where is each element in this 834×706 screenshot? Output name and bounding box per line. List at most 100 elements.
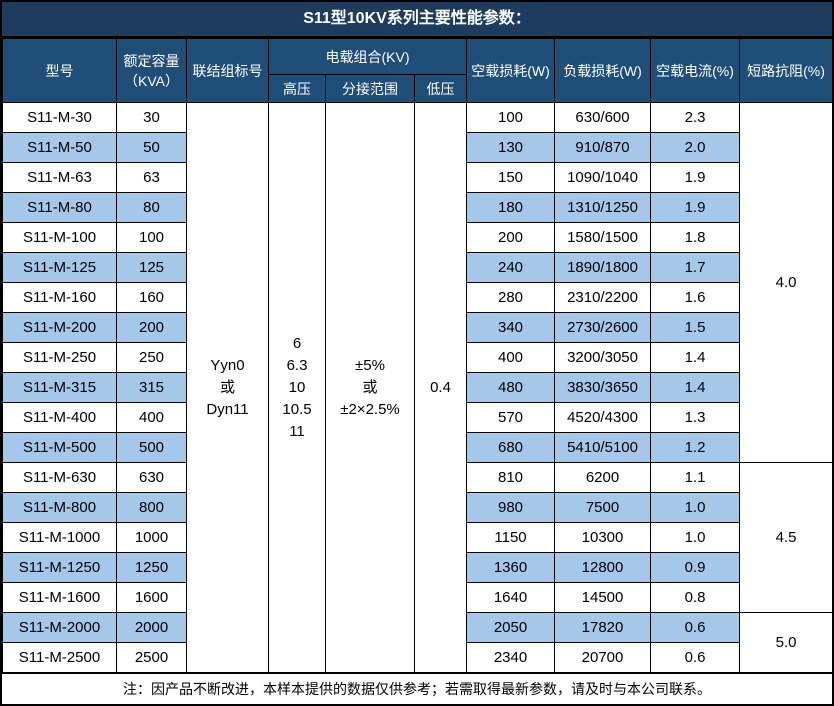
cell-capacity: 1000: [116, 522, 187, 553]
cell-capacity: 630: [116, 462, 187, 493]
cell-high-voltage: 6 6.3 10 10.5 11: [268, 102, 326, 673]
cell-no-load-loss: 480: [466, 372, 556, 403]
cell-no-load-loss: 1640: [466, 582, 556, 613]
cell-load-loss: 14500: [554, 582, 652, 613]
header-load-loss: 负载损耗(W): [554, 38, 652, 103]
cell-load-loss: 1580/1500: [554, 222, 652, 253]
cell-load-loss: 6200: [554, 462, 652, 493]
cell-model: S11-M-125: [2, 252, 117, 283]
cell-capacity: 125: [116, 252, 187, 283]
cell-capacity: 63: [116, 162, 187, 193]
header-connection: 联结组标号: [186, 38, 269, 103]
table-row: S11-M-1000 1000 1150 10300 1.0: [2, 522, 833, 553]
table-row: S11-M-63 63 150 1090/1040 1.9: [2, 162, 833, 193]
cell-no-load-loss: 1150: [466, 522, 556, 553]
cell-impedance: 5.0: [739, 612, 832, 673]
cell-model: S11-M-630: [2, 462, 117, 493]
header-no-load-current: 空载电流(%): [650, 38, 741, 103]
cell-model: S11-M-1250: [2, 552, 117, 583]
cell-capacity: 315: [116, 372, 187, 403]
table-row: S11-M-125 125 240 1890/1800 1.7: [2, 252, 833, 283]
cell-capacity: 2000: [116, 612, 187, 643]
header-capacity: 额定容量 （KVA）: [116, 38, 187, 103]
cell-connection: Yyn0 或 Dyn11: [186, 102, 269, 673]
cell-no-load-current: 1.0: [650, 522, 741, 553]
table-row: S11-M-1250 1250 1360 12800 0.9: [2, 552, 833, 583]
cell-low-voltage: 0.4: [413, 102, 468, 673]
header-model: 型号: [2, 38, 117, 103]
table-row: S11-M-30 30 Yyn0 或 Dyn11 6 6.3 10 10.5 11 ±5% 或 ±2×2…: [2, 102, 832, 673]
cell-load-loss: 2310/2200: [554, 282, 652, 313]
cell-no-load-current: 0.8: [650, 582, 741, 613]
cell-load-loss: 3830/3650: [554, 372, 652, 403]
cell-model: S11-M-500: [2, 432, 117, 463]
cell-no-load-loss: 680: [466, 432, 556, 463]
table-row: S11-M-630 630 810 6200 1.1 4.5: [2, 462, 832, 613]
cell-load-loss: 12800: [554, 552, 652, 583]
table-row: S11-M-2500 2500 2340 20700 0.6: [2, 642, 833, 673]
cell-model: S11-M-100: [2, 222, 117, 253]
cell-no-load-current: 1.0: [650, 492, 741, 523]
header-voltage-group: 电载组合(KV): [267, 38, 468, 75]
cell-no-load-current: 0.6: [650, 612, 741, 643]
cell-no-load-current: 1.4: [650, 372, 741, 403]
table-body: S11-M-30 30 Yyn0 或 Dyn11 6 6.3 10 10.5 11 ±5% 或 ±2×2…: [2, 102, 833, 673]
cell-capacity: 250: [116, 342, 187, 373]
cell-model: S11-M-400: [2, 402, 117, 433]
header-impedance: 短路抗阻(%): [739, 38, 832, 103]
cell-capacity: 1250: [116, 552, 187, 583]
table-row: S11-M-100 100 200 1580/1500 1.8: [2, 222, 833, 253]
cell-no-load-current: 1.2: [650, 432, 741, 463]
cell-model: S11-M-63: [2, 162, 117, 193]
cell-capacity: 1600: [116, 582, 187, 613]
header-low-voltage: 低压: [413, 74, 468, 103]
cell-tap-range: ±5% 或 ±2×2.5%: [325, 102, 415, 673]
cell-load-loss: 4520/4300: [554, 402, 652, 433]
cell-no-load-current: 0.9: [650, 552, 741, 583]
cell-no-load-current: 1.6: [650, 282, 741, 313]
cell-capacity: 200: [116, 312, 187, 343]
cell-no-load-loss: 130: [466, 132, 556, 163]
cell-model: S11-M-250: [2, 342, 117, 373]
table-row: S11-M-500 500 680 5410/5100 1.2: [2, 432, 833, 463]
cell-no-load-loss: 240: [466, 252, 556, 283]
cell-no-load-current: 1.1: [650, 462, 741, 493]
header-capacity-line2: （KVA）: [124, 72, 179, 89]
cell-no-load-current: 1.7: [650, 252, 741, 283]
cell-load-loss: 5410/5100: [554, 432, 652, 463]
cell-load-loss: 630/600: [554, 102, 652, 133]
cell-capacity: 400: [116, 402, 187, 433]
cell-capacity: 100: [116, 222, 187, 253]
cell-load-loss: 1310/1250: [554, 192, 652, 223]
page-title: S11型10KV系列主要性能参数：: [2, 2, 832, 38]
table-row: S11-M-250 250 400 3200/3050 1.4: [2, 342, 833, 373]
cell-capacity: 800: [116, 492, 187, 523]
cell-model: S11-M-1600: [2, 582, 117, 613]
footer-note: 注：因产品不断改进，本样本提供的数据仅供参考；若需取得最新参数，请及时与本公司联…: [2, 673, 832, 704]
cell-impedance: 4.0: [739, 102, 832, 463]
cell-model: S11-M-160: [2, 282, 117, 313]
header-tap-range: 分接范围: [325, 74, 415, 103]
header-high-voltage: 高压: [268, 74, 326, 103]
cell-no-load-current: 1.9: [650, 162, 741, 193]
table-row: S11-M-800 800 980 7500 1.0: [2, 492, 833, 523]
cell-capacity: 30: [116, 102, 187, 133]
header-no-load-loss: 空载损耗(W): [466, 38, 556, 103]
cell-model: S11-M-200: [2, 312, 117, 343]
cell-no-load-loss: 1360: [466, 552, 556, 583]
cell-load-loss: 17820: [554, 612, 652, 643]
cell-model: S11-M-1000: [2, 522, 117, 553]
cell-no-load-loss: 980: [466, 492, 556, 523]
cell-no-load-current: 2.0: [650, 132, 741, 163]
cell-no-load-loss: 810: [466, 462, 556, 493]
cell-load-loss: 10300: [554, 522, 652, 553]
cell-model: S11-M-50: [2, 132, 117, 163]
cell-no-load-current: 2.3: [650, 102, 741, 133]
cell-model: S11-M-2000: [2, 612, 117, 643]
cell-no-load-loss: 200: [466, 222, 556, 253]
cell-no-load-loss: 340: [466, 312, 556, 343]
cell-no-load-loss: 2050: [466, 612, 556, 643]
table-row: S11-M-1600 1600 1640 14500 0.8: [2, 582, 833, 613]
cell-capacity: 500: [116, 432, 187, 463]
